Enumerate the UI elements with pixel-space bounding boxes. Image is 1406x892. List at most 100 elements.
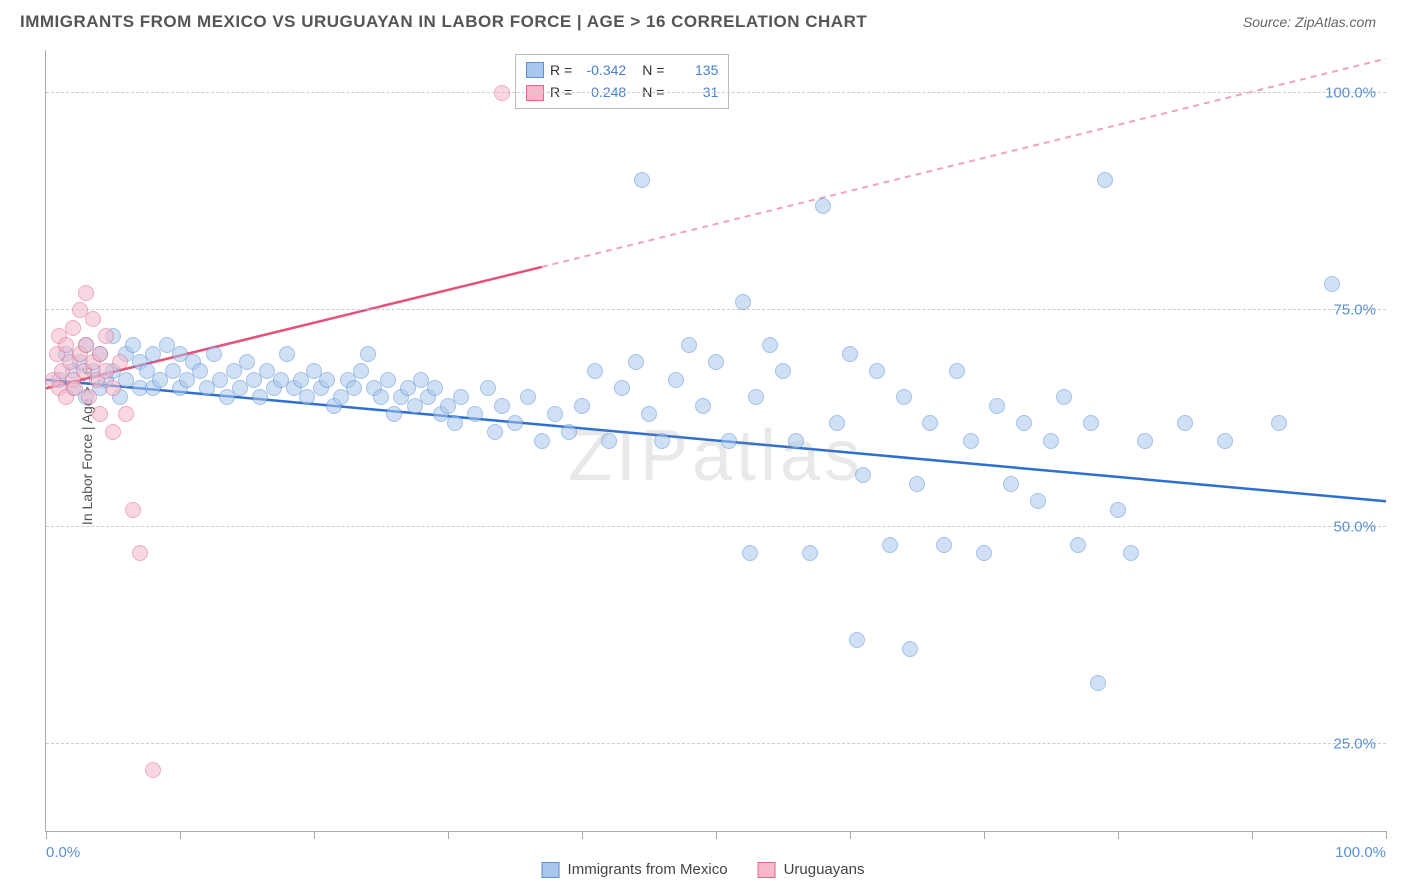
data-point-uruguay (65, 320, 81, 336)
data-point-mexico (641, 406, 657, 422)
data-point-mexico (922, 415, 938, 431)
data-point-mexico (1090, 675, 1106, 691)
y-tick-label: 50.0% (1333, 519, 1376, 536)
data-point-mexico (386, 406, 402, 422)
data-point-mexico (353, 363, 369, 379)
data-point-uruguay (105, 424, 121, 440)
legend-item-uruguay: Uruguayans (758, 861, 865, 878)
data-point-mexico (467, 406, 483, 422)
data-point-uruguay (92, 406, 108, 422)
data-point-mexico (427, 380, 443, 396)
data-point-mexico (480, 380, 496, 396)
swatch-mexico (526, 62, 544, 78)
data-point-mexico (279, 346, 295, 362)
data-point-mexico (601, 433, 617, 449)
data-point-mexico (1070, 537, 1086, 553)
data-point-mexico (949, 363, 965, 379)
data-point-mexico (1177, 415, 1193, 431)
data-point-mexico (1083, 415, 1099, 431)
data-point-mexico (1016, 415, 1032, 431)
data-point-mexico (909, 476, 925, 492)
data-point-mexico (815, 198, 831, 214)
data-point-mexico (587, 363, 603, 379)
gridline (46, 526, 1386, 527)
x-tick (716, 831, 717, 839)
data-point-mexico (829, 415, 845, 431)
data-point-mexico (239, 354, 255, 370)
data-point-mexico (1217, 433, 1233, 449)
source-attribution: Source: ZipAtlas.com (1243, 14, 1376, 30)
data-point-mexico (936, 537, 952, 553)
data-point-mexico (614, 380, 630, 396)
data-point-mexico (681, 337, 697, 353)
chart-title: IMMIGRANTS FROM MEXICO VS URUGUAYAN IN L… (20, 12, 867, 32)
x-tick (448, 831, 449, 839)
data-point-mexico (963, 433, 979, 449)
data-point-mexico (520, 389, 536, 405)
data-point-mexico (1043, 433, 1059, 449)
data-point-mexico (507, 415, 523, 431)
data-point-mexico (668, 372, 684, 388)
watermark: ZIPatlas (568, 415, 864, 497)
data-point-mexico (855, 467, 871, 483)
data-point-mexico (494, 398, 510, 414)
chart-header: IMMIGRANTS FROM MEXICO VS URUGUAYAN IN L… (0, 0, 1406, 40)
data-point-mexico (1110, 502, 1126, 518)
legend-item-mexico: Immigrants from Mexico (542, 861, 728, 878)
data-point-mexico (748, 389, 764, 405)
data-point-mexico (534, 433, 550, 449)
data-point-mexico (802, 545, 818, 561)
data-point-mexico (319, 372, 335, 388)
data-point-mexico (192, 363, 208, 379)
y-tick-label: 25.0% (1333, 736, 1376, 753)
scatter-chart: R = -0.342 N = 135 R = 0.248 N = 31 ZIPa… (45, 50, 1386, 832)
data-point-mexico (902, 641, 918, 657)
gridline (46, 309, 1386, 310)
data-point-mexico (842, 346, 858, 362)
data-point-mexico (742, 545, 758, 561)
data-point-mexico (373, 389, 389, 405)
data-point-uruguay (78, 285, 94, 301)
data-point-uruguay (98, 328, 114, 344)
data-point-uruguay (81, 389, 97, 405)
data-point-uruguay (112, 354, 128, 370)
data-point-mexico (788, 433, 804, 449)
data-point-mexico (989, 398, 1005, 414)
x-tick (1118, 831, 1119, 839)
data-point-mexico (976, 545, 992, 561)
data-point-mexico (1123, 545, 1139, 561)
data-point-mexico (1271, 415, 1287, 431)
data-point-uruguay (105, 380, 121, 396)
gridline (46, 743, 1386, 744)
data-point-mexico (206, 346, 222, 362)
correlation-row-mexico: R = -0.342 N = 135 (526, 59, 718, 81)
data-point-uruguay (85, 311, 101, 327)
x-tick (984, 831, 985, 839)
legend-swatch-uruguay (758, 862, 776, 878)
data-point-mexico (1137, 433, 1153, 449)
data-point-mexico (125, 337, 141, 353)
data-point-mexico (654, 433, 670, 449)
x-tick (180, 831, 181, 839)
data-point-mexico (735, 294, 751, 310)
data-point-mexico (634, 172, 650, 188)
data-point-mexico (547, 406, 563, 422)
data-point-mexico (1003, 476, 1019, 492)
data-point-mexico (1097, 172, 1113, 188)
y-tick-label: 75.0% (1333, 302, 1376, 319)
data-point-mexico (380, 372, 396, 388)
x-tick (1252, 831, 1253, 839)
x-tick (46, 831, 47, 839)
x-tick (582, 831, 583, 839)
data-point-mexico (721, 433, 737, 449)
data-point-mexico (775, 363, 791, 379)
series-legend: Immigrants from Mexico Uruguayans (542, 861, 865, 878)
x-tick (1386, 831, 1387, 839)
data-point-uruguay (92, 346, 108, 362)
data-point-mexico (762, 337, 778, 353)
data-point-mexico (882, 537, 898, 553)
x-tick (850, 831, 851, 839)
x-tick-min: 0.0% (46, 844, 80, 861)
data-point-mexico (346, 380, 362, 396)
y-tick-label: 100.0% (1325, 85, 1376, 102)
